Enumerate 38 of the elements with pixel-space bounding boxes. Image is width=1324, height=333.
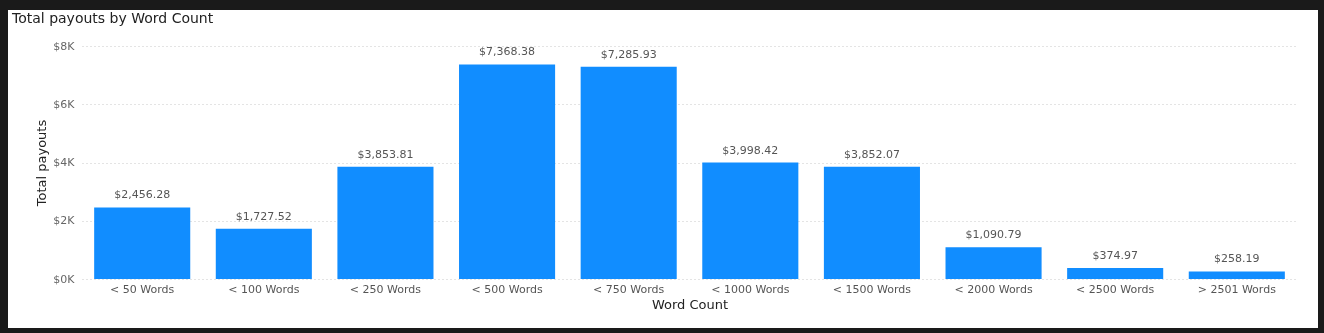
- bar: [580, 66, 677, 279]
- y-tick-label: $6K: [53, 97, 76, 111]
- bar: [94, 207, 191, 279]
- data-label: $3,852.07: [843, 147, 900, 161]
- bar: [945, 247, 1042, 279]
- data-label: $3,853.81: [357, 147, 414, 161]
- bar: [702, 162, 799, 279]
- x-tick-label: < 1500 Words: [832, 282, 912, 296]
- x-tick-label: < 1000 Words: [711, 282, 790, 296]
- data-label: $1,727.52: [235, 209, 292, 223]
- data-label: $3,998.42: [722, 143, 779, 157]
- data-label: $374.97: [1092, 249, 1138, 263]
- data-label: $7,285.93: [600, 47, 657, 61]
- y-tick-label: $8K: [53, 39, 76, 53]
- bar: [215, 228, 312, 279]
- x-tick-label: < 250 Words: [349, 282, 422, 296]
- x-tick-label: < 750 Words: [593, 282, 665, 296]
- x-tick-label: < 2500 Words: [1076, 282, 1155, 296]
- bar: [1188, 271, 1285, 279]
- x-tick-label: < 500 Words: [471, 282, 543, 296]
- y-axis-title: Total payouts: [34, 119, 50, 208]
- data-label: $258.19: [1214, 252, 1260, 266]
- y-tick-label: $2K: [53, 214, 76, 228]
- x-tick-label: < 100 Words: [228, 282, 300, 296]
- x-tick-label: < 2000 Words: [954, 282, 1033, 296]
- y-tick-label: $0K: [53, 272, 76, 286]
- bar: [1067, 268, 1164, 279]
- data-label: $7,368.38: [479, 45, 536, 59]
- data-label: $2,456.28: [114, 188, 171, 202]
- y-tick-label: $4K: [53, 156, 76, 169]
- bar: [459, 64, 556, 279]
- bar: [337, 166, 434, 279]
- x-tick-label: < 50 Words: [110, 282, 175, 296]
- x-tick-label: > 2501 Words: [1197, 282, 1277, 296]
- data-label: $1,090.79: [965, 228, 1022, 242]
- bar: [823, 166, 920, 279]
- x-axis-title: Word Count: [651, 296, 729, 312]
- chart-title: Total payouts by Word Count: [11, 10, 214, 26]
